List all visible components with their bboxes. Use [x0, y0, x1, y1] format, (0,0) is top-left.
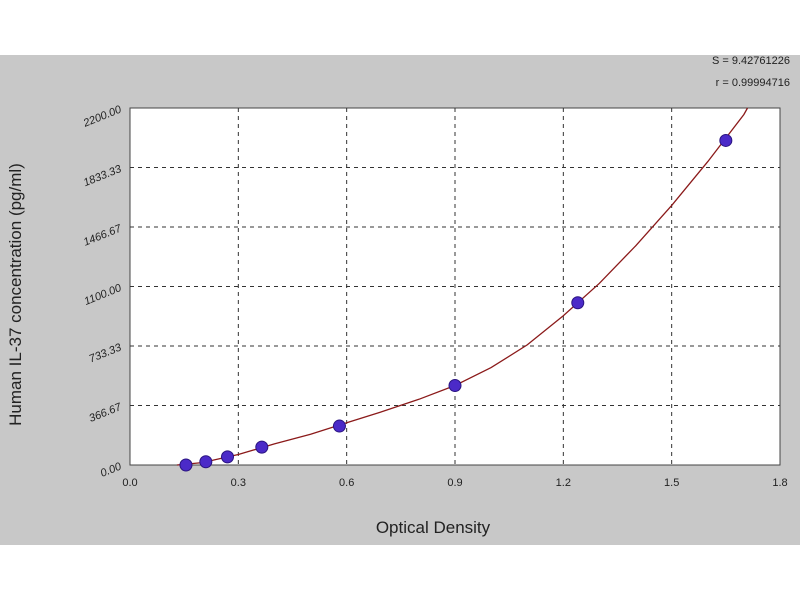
- x-tick-label: 0.9: [447, 477, 462, 489]
- x-axis-title: Optical Density: [376, 518, 491, 537]
- s-statistic: S = 9.42761226: [712, 55, 790, 67]
- x-tick-label: 1.8: [772, 477, 787, 489]
- grid-lines: [130, 108, 780, 465]
- data-point: [719, 133, 733, 147]
- data-points: [179, 133, 733, 472]
- data-point: [255, 440, 269, 454]
- x-tick-label: 0.3: [231, 477, 246, 489]
- chart-panel: S = 9.42761226 r = 0.99994716 0.0 0.3 0.6 0…: [0, 55, 800, 545]
- y-tick-label: 733.33: [87, 341, 124, 365]
- y-tick-label: 1100.00: [83, 282, 124, 308]
- x-tick-label: 1.5: [664, 477, 679, 489]
- x-tick-label: 0.0: [122, 477, 137, 489]
- data-point: [448, 378, 462, 392]
- x-tick-label: 0.6: [339, 477, 354, 489]
- x-tick-label: 1.2: [556, 477, 571, 489]
- data-point: [199, 455, 213, 469]
- fit-curve: [176, 107, 749, 466]
- standard-curve-chart: 0.0 0.3 0.6 0.9 1.2 1.5 1.8 0.00 366.67 733.33 110…: [6, 103, 788, 537]
- data-point: [179, 458, 193, 472]
- y-tick-label: 0.00: [99, 460, 124, 479]
- data-point: [221, 450, 234, 464]
- data-point: [571, 296, 585, 310]
- r-statistic: r = 0.99994716: [715, 77, 790, 89]
- y-tick-label: 1466.67: [82, 222, 124, 248]
- y-tick-label: 1833.33: [82, 163, 124, 189]
- y-tick-label: 2200.00: [81, 103, 124, 130]
- y-axis-title: Human IL-37 concentration (pg/ml): [6, 163, 25, 426]
- y-tick-label: 366.67: [87, 401, 124, 425]
- data-point: [332, 419, 346, 433]
